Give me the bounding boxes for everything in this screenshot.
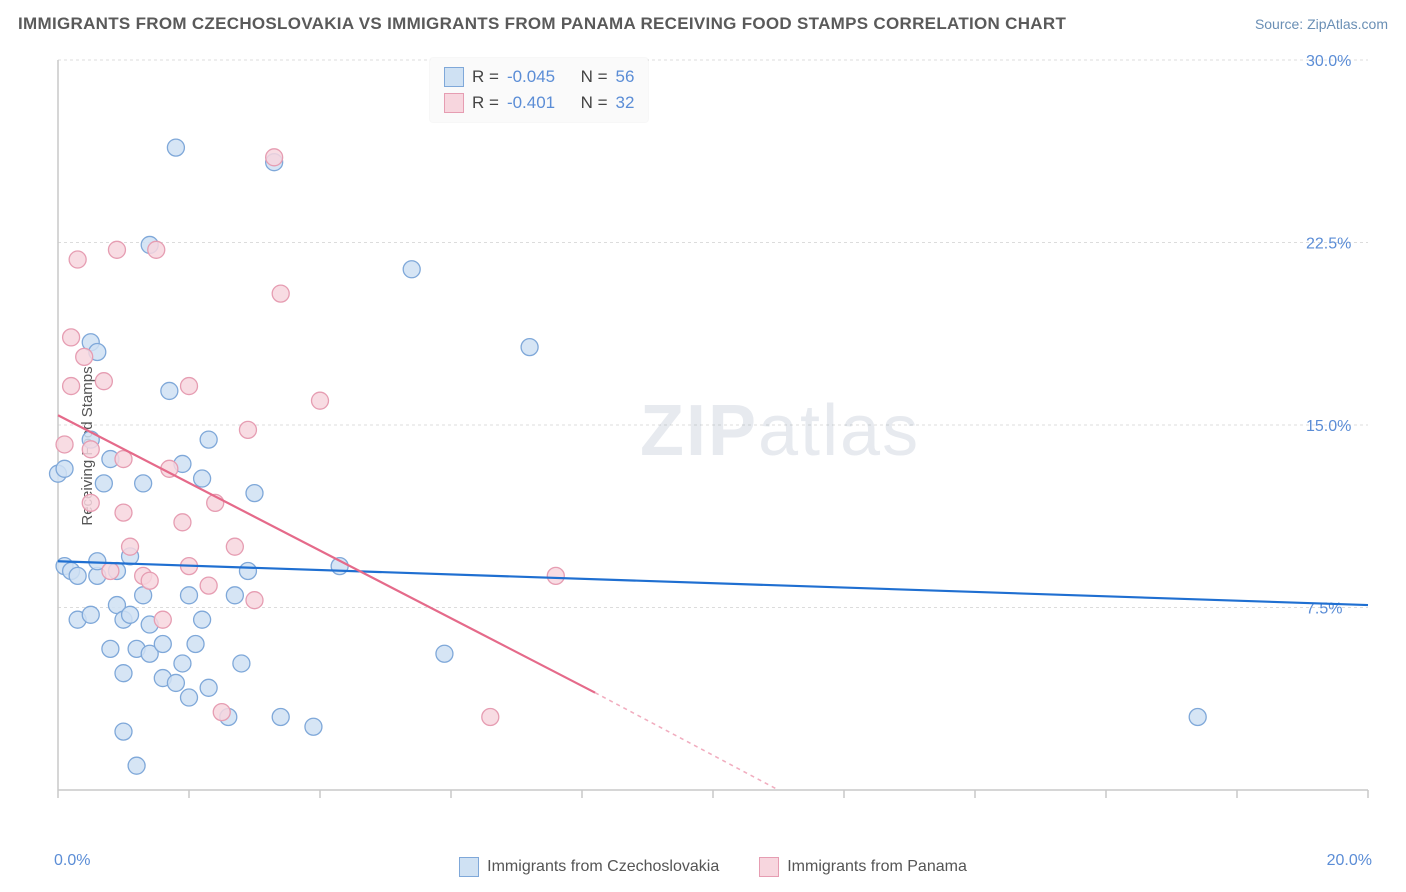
- r-value-series2: -0.401: [507, 90, 555, 116]
- n-value-series1: 56: [616, 64, 635, 90]
- x-axis-min-label: 0.0%: [54, 852, 90, 870]
- svg-text:15.0%: 15.0%: [1306, 418, 1351, 435]
- source-link[interactable]: Source: ZipAtlas.com: [1255, 16, 1388, 32]
- legend-swatch-pink: [759, 857, 779, 877]
- legend-swatch-pink: [444, 93, 464, 113]
- r-value-series1: -0.045: [507, 64, 555, 90]
- svg-text:22.5%: 22.5%: [1306, 236, 1351, 253]
- chart-plot-area: 7.5%15.0%22.5%30.0%: [48, 50, 1378, 820]
- scatter-chart-svg: 7.5%15.0%22.5%30.0%: [48, 50, 1378, 820]
- legend-swatch-blue: [459, 857, 479, 877]
- chart-title: IMMIGRANTS FROM CZECHOSLOVAKIA VS IMMIGR…: [18, 14, 1066, 34]
- series2-name: Immigrants from Panama: [787, 858, 967, 876]
- r-label: R =: [472, 90, 499, 116]
- stats-row-series2: R = -0.401 N = 32: [444, 90, 634, 116]
- bottom-legend-series1: Immigrants from Czechoslovakia: [459, 857, 719, 877]
- regression-stats-legend: R = -0.045 N = 56 R = -0.401 N = 32: [430, 58, 648, 122]
- legend-swatch-blue: [444, 67, 464, 87]
- r-label: R =: [472, 64, 499, 90]
- n-value-series2: 32: [616, 90, 635, 116]
- n-label: N =: [581, 90, 608, 116]
- x-axis-legend-row: 0.0% Immigrants from Czechoslovakia Immi…: [48, 852, 1378, 882]
- n-label: N =: [581, 64, 608, 90]
- series1-name: Immigrants from Czechoslovakia: [487, 858, 719, 876]
- x-axis-max-label: 20.0%: [1327, 852, 1372, 870]
- bottom-legend-series2: Immigrants from Panama: [759, 857, 967, 877]
- stats-row-series1: R = -0.045 N = 56: [444, 64, 634, 90]
- svg-text:30.0%: 30.0%: [1306, 53, 1351, 70]
